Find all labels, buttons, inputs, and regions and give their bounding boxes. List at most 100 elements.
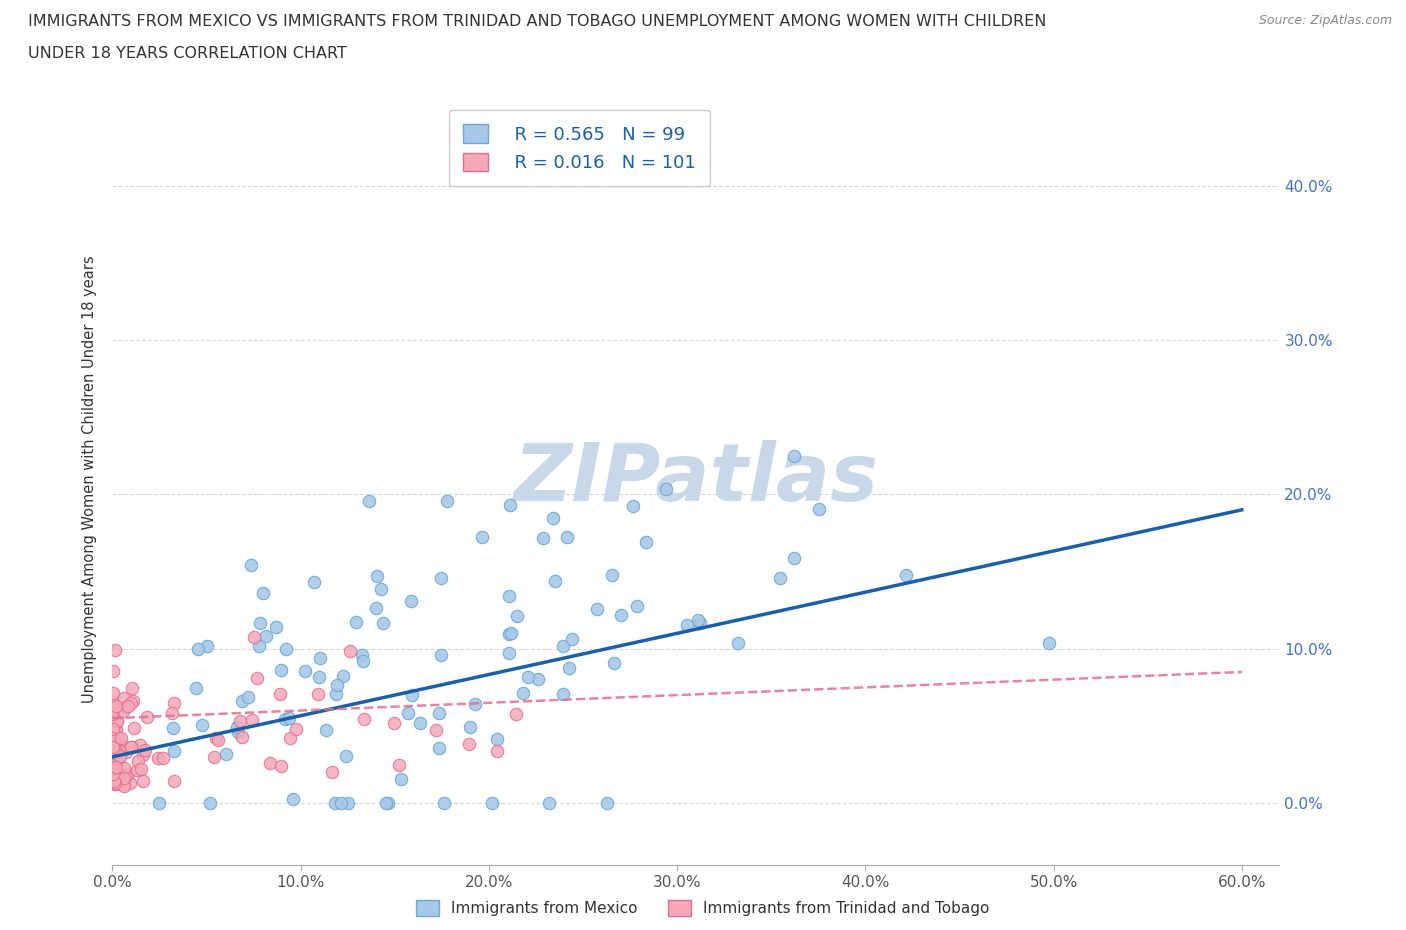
Point	[117, 767, 139, 782]
Point	[101, 739, 124, 754]
Point	[243, 630, 266, 644]
Y-axis label: Unemployment Among Women with Children Under 18 years: Unemployment Among Women with Children U…	[82, 255, 97, 703]
Point	[103, 777, 125, 791]
Point	[121, 681, 143, 696]
Point	[163, 774, 186, 789]
Point	[105, 723, 128, 737]
Point	[636, 535, 658, 550]
Point	[274, 642, 297, 657]
Point	[336, 796, 359, 811]
Point	[283, 791, 305, 806]
Point	[505, 608, 527, 623]
Point	[366, 601, 388, 616]
Point	[425, 723, 447, 737]
Text: UNDER 18 YEARS CORRELATION CHART: UNDER 18 YEARS CORRELATION CHART	[28, 46, 347, 61]
Point	[430, 571, 453, 586]
Point	[103, 758, 125, 773]
Point	[226, 724, 249, 739]
Point	[112, 778, 135, 793]
Point	[112, 770, 135, 785]
Point	[498, 589, 520, 604]
Point	[120, 696, 142, 711]
Point	[278, 731, 301, 746]
Point	[101, 708, 124, 723]
Point	[396, 706, 419, 721]
Point	[104, 643, 127, 658]
Point	[101, 774, 124, 789]
Point	[111, 704, 134, 719]
Point	[103, 774, 125, 789]
Point	[118, 776, 141, 790]
Point	[315, 723, 337, 737]
Point	[401, 687, 423, 702]
Point	[309, 651, 332, 666]
Point	[148, 751, 170, 765]
Point	[600, 567, 623, 582]
Point	[302, 575, 325, 590]
Point	[247, 639, 270, 654]
Point	[541, 511, 564, 525]
Point	[231, 694, 253, 709]
Point	[332, 669, 354, 684]
Point	[245, 671, 267, 685]
Point	[430, 648, 453, 663]
Point	[101, 685, 124, 700]
Point	[103, 734, 125, 749]
Point	[103, 700, 125, 715]
Point	[325, 686, 347, 701]
Point	[162, 721, 184, 736]
Point	[498, 646, 520, 661]
Point	[457, 737, 479, 751]
Point	[326, 677, 349, 692]
Point	[121, 739, 143, 754]
Point	[689, 616, 711, 631]
Point	[226, 720, 249, 735]
Point	[101, 760, 124, 775]
Point	[215, 747, 238, 762]
Point	[231, 729, 253, 744]
Point	[375, 796, 398, 811]
Point	[160, 706, 183, 721]
Point	[512, 685, 534, 700]
Point	[101, 762, 124, 777]
Point	[339, 644, 361, 658]
Point	[335, 749, 357, 764]
Point	[108, 766, 131, 781]
Point	[101, 722, 124, 737]
Point	[200, 796, 222, 811]
Point	[249, 615, 271, 630]
Point	[101, 704, 124, 719]
Point	[399, 593, 422, 608]
Text: Source: ZipAtlas.com: Source: ZipAtlas.com	[1258, 14, 1392, 27]
Point	[626, 598, 648, 613]
Point	[122, 694, 145, 709]
Point	[294, 663, 316, 678]
Point	[115, 768, 138, 783]
Point	[387, 757, 409, 772]
Point	[782, 448, 804, 463]
Point	[264, 619, 287, 634]
Point	[1038, 635, 1060, 650]
Point	[603, 655, 626, 670]
Point	[110, 730, 132, 745]
Point	[132, 774, 155, 789]
Point	[101, 745, 124, 760]
Point	[136, 710, 159, 724]
Point	[259, 755, 281, 770]
Point	[114, 699, 136, 714]
Point	[134, 743, 156, 758]
Point	[115, 745, 138, 760]
Point	[285, 721, 308, 736]
Text: IMMIGRANTS FROM MEXICO VS IMMIGRANTS FROM TRINIDAD AND TOBAGO UNEMPLOYMENT AMONG: IMMIGRANTS FROM MEXICO VS IMMIGRANTS FRO…	[28, 14, 1046, 29]
Point	[278, 711, 301, 725]
Point	[229, 713, 252, 728]
Point	[148, 796, 170, 811]
Point	[894, 567, 917, 582]
Point	[131, 762, 153, 777]
Point	[382, 715, 405, 730]
Point	[609, 607, 631, 622]
Point	[769, 571, 792, 586]
Point	[104, 759, 127, 774]
Point	[460, 719, 482, 734]
Point	[107, 774, 129, 789]
